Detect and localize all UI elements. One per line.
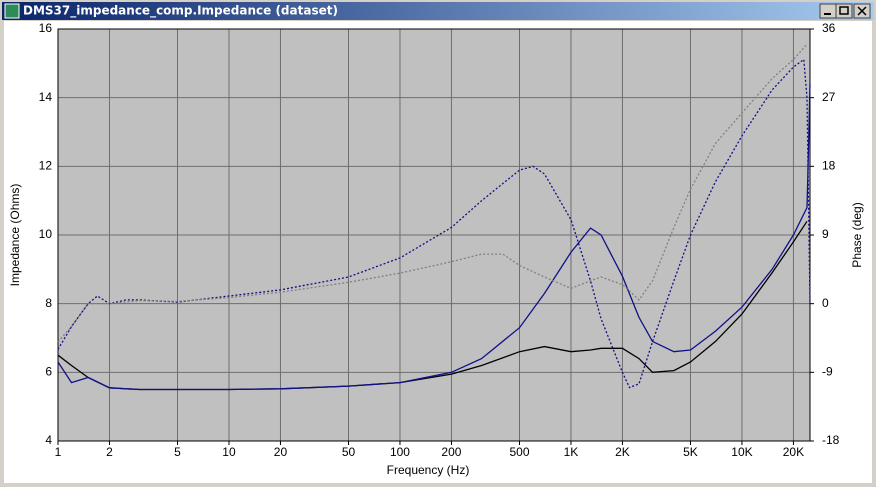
x-tick-label: 200 bbox=[441, 445, 461, 459]
window-title: DMS37_impedance_comp.Impedance (dataset) bbox=[23, 4, 338, 19]
y-tick-label: 14 bbox=[39, 90, 53, 104]
close-icon bbox=[857, 6, 867, 16]
x-tick-label: 1 bbox=[55, 445, 62, 459]
y-tick-label: 12 bbox=[39, 159, 53, 173]
window-buttons bbox=[819, 3, 871, 19]
y2-tick-label: 18 bbox=[822, 159, 836, 173]
y2-tick-label: -18 bbox=[822, 433, 840, 447]
y-tick-label: 16 bbox=[39, 21, 53, 35]
y-tick-label: 6 bbox=[45, 365, 52, 379]
minimize-button[interactable] bbox=[819, 3, 837, 19]
title-bar bbox=[2, 2, 874, 20]
x-tick-label: 100 bbox=[390, 445, 410, 459]
x-tick-label: 20 bbox=[274, 445, 288, 459]
y2-tick-label: 9 bbox=[822, 227, 829, 241]
y2-tick-label: 27 bbox=[822, 90, 836, 104]
y-tick-label: 10 bbox=[39, 227, 53, 241]
x-tick-label: 10 bbox=[222, 445, 236, 459]
x-tick-label: 500 bbox=[509, 445, 529, 459]
x-tick-label: 2 bbox=[106, 445, 113, 459]
x-tick-label: 5K bbox=[683, 445, 698, 459]
x-tick-label: 2K bbox=[615, 445, 630, 459]
y-tick-label: 4 bbox=[45, 433, 52, 447]
series-line bbox=[57, 83, 811, 391]
plot-border bbox=[57, 28, 811, 442]
x-tick-label: 10K bbox=[731, 445, 752, 459]
x-tick-label: 1K bbox=[564, 445, 579, 459]
y2-tick-label: -9 bbox=[822, 365, 833, 379]
y-tick-label: 8 bbox=[45, 296, 52, 310]
app-icon bbox=[4, 3, 20, 19]
x-tick-label: 5 bbox=[174, 445, 181, 459]
x-axis-label: Frequency (Hz) bbox=[387, 463, 470, 477]
series-line bbox=[57, 43, 808, 343]
x-tick-label: 50 bbox=[342, 445, 356, 459]
maximize-icon bbox=[839, 6, 849, 15]
y2-tick-label: 0 bbox=[822, 296, 829, 310]
y2-tick-label: 36 bbox=[822, 21, 836, 35]
y2-axis-label: Phase (deg) bbox=[850, 202, 864, 267]
x-tick-label: 20K bbox=[783, 445, 804, 459]
maximize-button[interactable] bbox=[835, 3, 853, 19]
y-axis-label: Impedance (Ohms) bbox=[8, 184, 22, 287]
